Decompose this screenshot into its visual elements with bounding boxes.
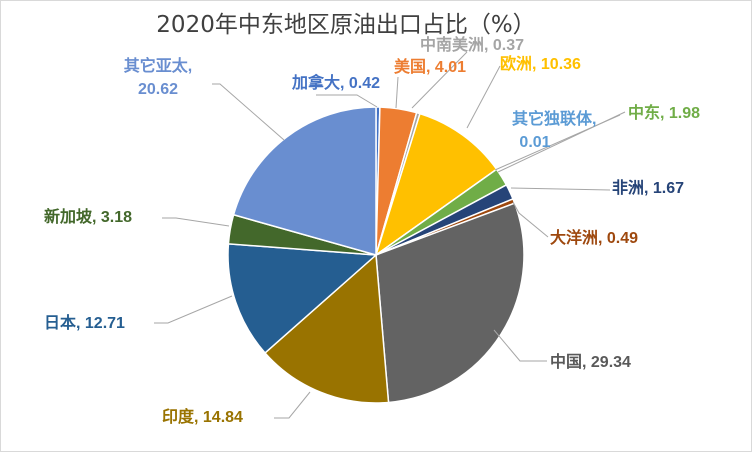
pie-slice-11 (227, 243, 378, 354)
pie-slice-9 (375, 202, 525, 404)
data-label-2: 美国, 4.01 (394, 57, 466, 76)
pie-slice-13 (232, 106, 377, 256)
leader-line-7 (510, 187, 611, 191)
data-label-10: 印度, 14.84 (162, 407, 243, 426)
leader-line-1 (316, 94, 378, 108)
data-label-9: 中国, 29.34 (550, 352, 631, 371)
data-label-1: 加拿大, 0.42 (291, 73, 380, 92)
leader-line-4 (466, 65, 501, 129)
data-label-3: 中南美洲, 0.37 (420, 35, 524, 54)
leader-line-3 (411, 51, 468, 109)
data-label-6: 中东, 1.98 (628, 103, 700, 122)
leader-lines (154, 51, 626, 419)
data-label-5: 其它独联体, 0.01 (512, 109, 596, 151)
leader-line-6 (497, 111, 626, 173)
pie-slice-10 (263, 253, 390, 404)
leader-line-2 (395, 76, 399, 109)
data-label-8: 大洋洲, 0.49 (550, 228, 638, 247)
data-label-4: 欧洲, 10.36 (500, 54, 581, 73)
leader-line-9 (493, 329, 547, 362)
data-label-13: 其它亚太, 20.62 (124, 56, 192, 98)
data-label-11: 日本, 12.71 (44, 313, 125, 332)
leader-line-12 (162, 217, 230, 227)
leader-line-8 (512, 201, 549, 238)
chart-title: 2020年中东地区原油出口占比（%） (156, 12, 535, 38)
data-label-7: 非洲, 1.67 (612, 178, 684, 197)
leader-line-10 (274, 391, 311, 419)
leader-line-13 (212, 83, 285, 141)
data-label-12: 新加坡, 3.18 (44, 207, 132, 226)
pie-slices (227, 106, 525, 404)
leader-line-11 (154, 295, 233, 324)
pie-slice-4 (374, 112, 498, 257)
